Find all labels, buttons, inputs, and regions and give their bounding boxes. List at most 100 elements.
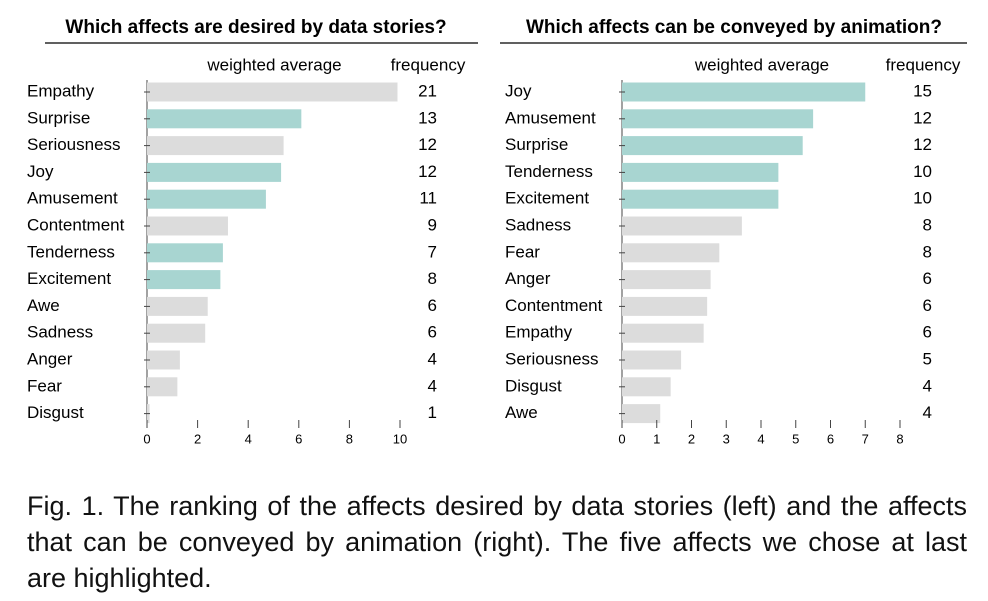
frequency-value: 1 bbox=[428, 403, 437, 422]
category-label: Amusement bbox=[27, 189, 118, 208]
bar bbox=[147, 189, 266, 209]
figure: Which affects are desired by data storie… bbox=[27, 17, 967, 446]
bar bbox=[622, 82, 866, 102]
category-label: Empathy bbox=[505, 323, 573, 342]
bar bbox=[147, 350, 180, 370]
frequency-header: frequency bbox=[391, 55, 466, 74]
chart-title: Which affects are desired by data storie… bbox=[65, 17, 446, 38]
frequency-value: 15 bbox=[913, 81, 932, 100]
category-label: Joy bbox=[505, 81, 532, 100]
x-tick-label: 8 bbox=[896, 431, 903, 446]
frequency-value: 4 bbox=[428, 349, 437, 368]
category-label: Awe bbox=[27, 296, 60, 315]
category-label: Surprise bbox=[27, 108, 90, 127]
category-label: Awe bbox=[505, 403, 538, 422]
x-tick-label: 7 bbox=[862, 431, 869, 446]
frequency-value: 8 bbox=[428, 269, 437, 288]
x-tick-label: 4 bbox=[757, 431, 764, 446]
category-label: Anger bbox=[505, 269, 551, 288]
x-tick-label: 4 bbox=[245, 431, 252, 446]
chart-title: Which affects can be conveyed by animati… bbox=[526, 17, 942, 38]
x-tick-label: 1 bbox=[653, 431, 660, 446]
frequency-value: 5 bbox=[923, 349, 932, 368]
category-label: Seriousness bbox=[27, 135, 121, 154]
x-tick-label: 2 bbox=[688, 431, 695, 446]
bar bbox=[147, 136, 284, 156]
bar bbox=[147, 109, 302, 129]
frequency-value: 6 bbox=[923, 296, 932, 315]
frequency-value: 6 bbox=[923, 269, 932, 288]
x-tick-label: 0 bbox=[618, 431, 625, 446]
frequency-value: 10 bbox=[913, 162, 932, 181]
frequency-value: 12 bbox=[913, 135, 932, 154]
bar bbox=[147, 323, 206, 343]
frequency-value: 9 bbox=[428, 215, 437, 234]
x-tick-label: 2 bbox=[194, 431, 201, 446]
bar bbox=[622, 136, 803, 156]
category-label: Excitement bbox=[505, 189, 589, 208]
bar bbox=[622, 216, 742, 236]
frequency-value: 6 bbox=[923, 323, 932, 342]
category-label: Disgust bbox=[505, 376, 562, 395]
category-label: Seriousness bbox=[505, 349, 599, 368]
frequency-value: 4 bbox=[428, 376, 437, 395]
frequency-value: 7 bbox=[428, 242, 437, 261]
frequency-value: 13 bbox=[418, 108, 437, 127]
category-label: Sadness bbox=[27, 323, 93, 342]
bar bbox=[622, 296, 708, 316]
bar bbox=[147, 377, 178, 397]
category-label: Empathy bbox=[27, 81, 95, 100]
category-label: Sadness bbox=[505, 215, 571, 234]
category-label: Tenderness bbox=[505, 162, 593, 181]
bar bbox=[147, 270, 221, 290]
bar bbox=[622, 323, 704, 343]
frequency-value: 12 bbox=[418, 135, 437, 154]
bar bbox=[147, 82, 398, 102]
category-label: Fear bbox=[27, 376, 62, 395]
category-label: Joy bbox=[27, 162, 54, 181]
bar bbox=[147, 243, 223, 263]
bar bbox=[622, 109, 814, 129]
x-tick-label: 8 bbox=[346, 431, 353, 446]
x-tick-label: 6 bbox=[295, 431, 302, 446]
frequency-value: 4 bbox=[923, 376, 932, 395]
category-label: Amusement bbox=[505, 108, 596, 127]
category-label: Disgust bbox=[27, 403, 84, 422]
category-label: Tenderness bbox=[27, 242, 115, 261]
bar bbox=[622, 404, 661, 424]
bar bbox=[147, 162, 282, 182]
category-label: Contentment bbox=[505, 296, 603, 315]
bar bbox=[622, 377, 671, 397]
category-label: Anger bbox=[27, 349, 73, 368]
frequency-value: 6 bbox=[428, 296, 437, 315]
bar bbox=[622, 350, 682, 370]
bar bbox=[622, 189, 779, 209]
x-tick-label: 3 bbox=[723, 431, 730, 446]
x-tick-label: 10 bbox=[393, 431, 407, 446]
frequency-value: 12 bbox=[418, 162, 437, 181]
frequency-value: 21 bbox=[418, 81, 437, 100]
x-tick-label: 5 bbox=[792, 431, 799, 446]
frequency-value: 4 bbox=[923, 403, 932, 422]
category-label: Contentment bbox=[27, 215, 125, 234]
frequency-value: 11 bbox=[419, 189, 437, 208]
frequency-value: 10 bbox=[913, 189, 932, 208]
bar bbox=[622, 162, 779, 182]
category-label: Excitement bbox=[27, 269, 111, 288]
category-label: Fear bbox=[505, 242, 540, 261]
bar bbox=[147, 216, 228, 236]
axis-label: weighted average bbox=[694, 55, 829, 74]
frequency-value: 6 bbox=[428, 323, 437, 342]
bar bbox=[622, 243, 720, 263]
axis-label: weighted average bbox=[206, 55, 341, 74]
x-tick-label: 0 bbox=[143, 431, 150, 446]
frequency-value: 12 bbox=[913, 108, 932, 127]
category-label: Surprise bbox=[505, 135, 568, 154]
bar bbox=[622, 270, 711, 290]
bar bbox=[147, 296, 208, 316]
frequency-value: 8 bbox=[923, 215, 932, 234]
frequency-value: 8 bbox=[923, 242, 932, 261]
x-tick-label: 6 bbox=[827, 431, 834, 446]
caption: Fig. 1. The ranking of the affects desir… bbox=[27, 491, 967, 593]
